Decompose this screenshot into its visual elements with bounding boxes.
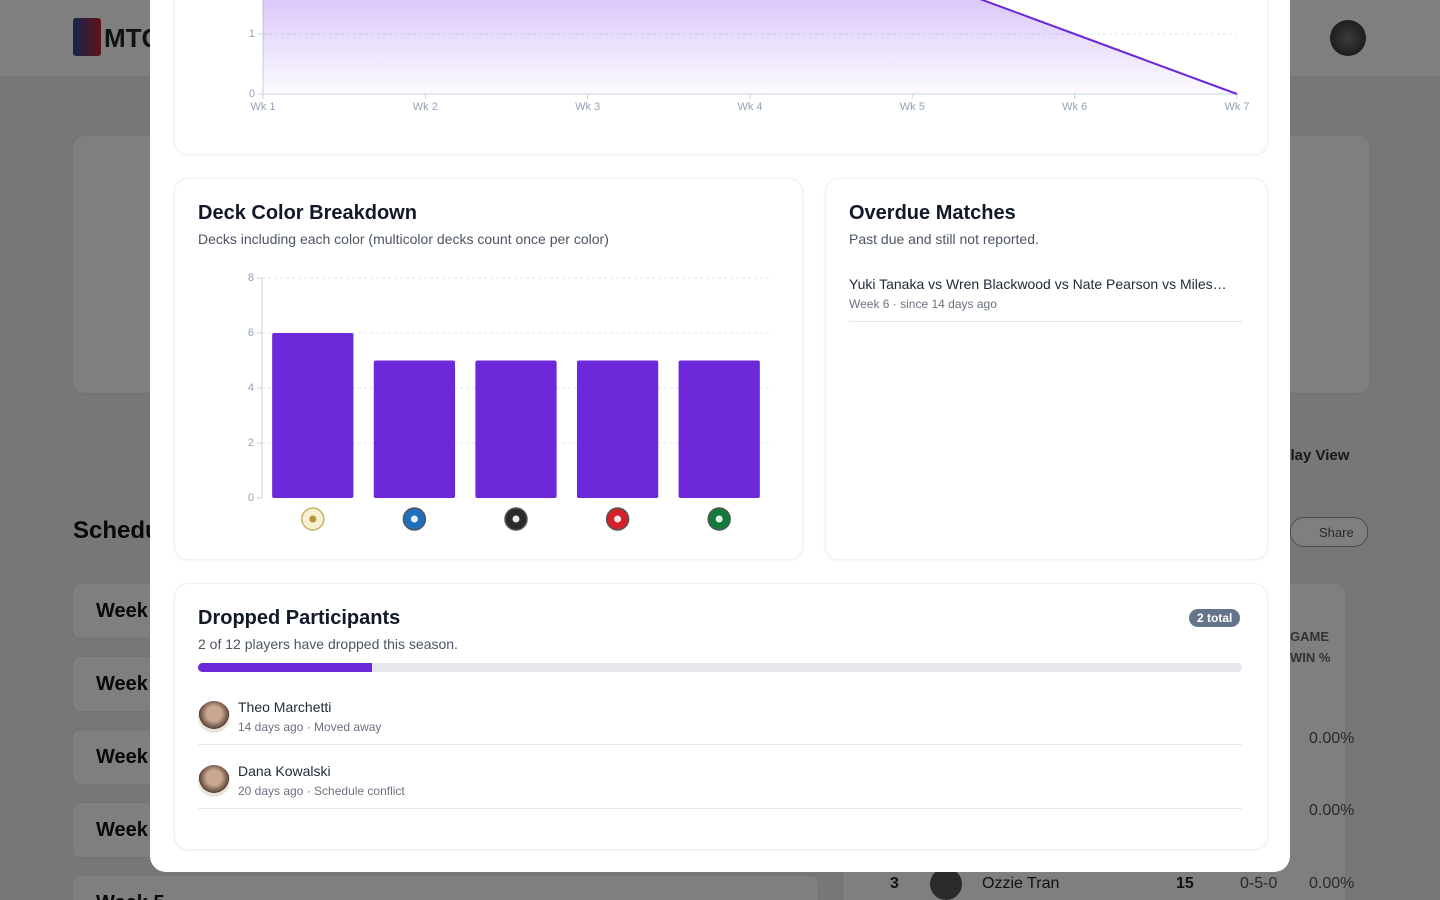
mana-glyph [614, 515, 622, 523]
line [979, 0, 1238, 95]
y-tick-label: 0 [248, 492, 254, 504]
overdue-card [825, 178, 1268, 560]
bar [576, 360, 659, 498]
progress-fill [198, 663, 372, 672]
match-meta: Week 6 · since 14 days ago [849, 297, 997, 311]
card-title: Deck Color Breakdown [198, 202, 417, 224]
x-tick-label: Wk 2 [413, 101, 438, 113]
mana-glyph [715, 515, 723, 523]
participant-avatar [198, 701, 230, 733]
participant-name: Theo Marchetti [238, 699, 332, 715]
y-tick-label: 8 [248, 272, 254, 284]
divider [198, 808, 1242, 809]
match-title[interactable]: Yuki Tanaka vs Wren Blackwood vs Nate Pe… [849, 277, 1227, 291]
x-tick-label: Wk 3 [575, 101, 600, 113]
bar [272, 333, 354, 498]
dropped-card [174, 583, 1268, 850]
card-title: Overdue Matches [849, 202, 1016, 224]
y-tick-label: 1 [249, 28, 255, 40]
participant-meta: 14 days ago · Moved away [238, 720, 382, 734]
participant-name: Dana Kowalski [238, 763, 331, 779]
divider [849, 321, 1242, 322]
card-subtitle: Decks including each color (multicolor d… [198, 231, 609, 247]
y-tick-label: 6 [248, 327, 254, 339]
mana-glyph [512, 515, 520, 523]
x-tick-label: Wk 6 [1062, 101, 1087, 113]
mana-glyph [309, 515, 317, 523]
count-badge: 2 total [1189, 609, 1241, 627]
x-tick-label: Wk 7 [1224, 101, 1249, 113]
divider [198, 744, 1242, 745]
x-tick-label: Wk 5 [900, 101, 925, 113]
x-tick-label: Wk 4 [737, 101, 762, 113]
y-tick-label: 2 [248, 437, 254, 449]
bar [475, 360, 557, 498]
participant-meta: 20 days ago · Schedule conflict [238, 784, 405, 798]
card-subtitle: 2 of 12 players have dropped this season… [198, 636, 458, 652]
y-tick-label: 0 [249, 88, 255, 100]
x-tick-label: Wk 1 [250, 101, 275, 113]
mana-glyph [410, 515, 418, 523]
bar [678, 360, 760, 498]
card-title: Dropped Participants [198, 607, 401, 629]
bar [373, 360, 456, 498]
area [263, 0, 1237, 94]
progress-track [198, 663, 1242, 672]
card-subtitle: Past due and still not reported. [849, 231, 1039, 247]
participant-avatar [198, 765, 230, 797]
y-tick-label: 4 [248, 382, 254, 394]
